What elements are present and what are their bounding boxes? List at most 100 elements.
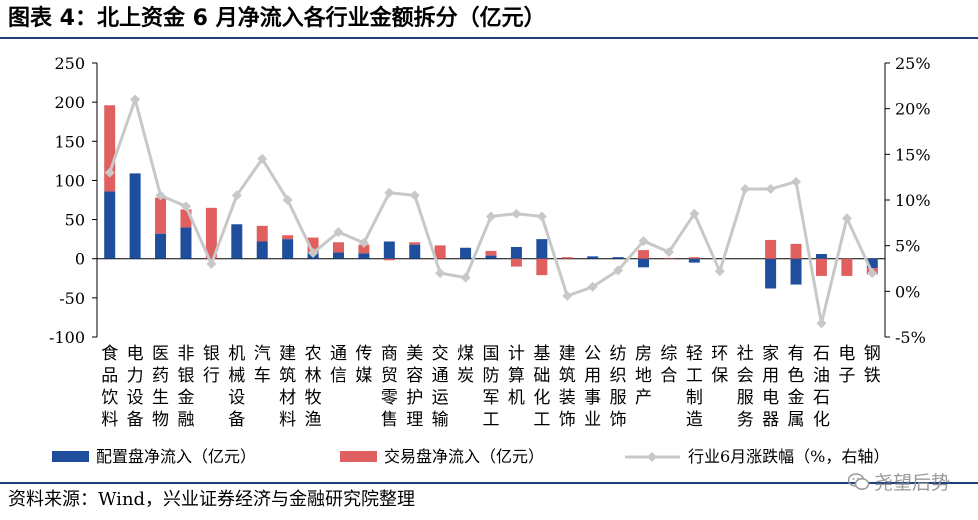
chart-bars	[104, 105, 878, 289]
category-char: 房	[635, 344, 652, 364]
change-marker	[689, 208, 700, 219]
change-marker	[257, 153, 268, 164]
right-tick-label: 5%	[895, 237, 920, 256]
change-marker	[282, 195, 293, 205]
right-tick-label: 20%	[895, 100, 931, 119]
trade-bar	[332, 242, 344, 253]
category-char: 设	[127, 388, 144, 408]
alloc-bar	[587, 256, 599, 259]
category-char: 综	[660, 344, 677, 364]
alloc-bar	[866, 258, 878, 269]
category-char: 社	[737, 344, 754, 364]
alloc-bar	[231, 224, 243, 259]
category-label: 房地产	[635, 344, 652, 408]
alloc-bar	[155, 233, 167, 259]
change-marker	[816, 318, 827, 329]
category-char: 物	[152, 410, 169, 430]
change-marker	[486, 211, 496, 222]
category-char: 品	[101, 366, 118, 386]
change-marker	[867, 268, 878, 279]
chart: -100 -50 0 50 100 150 200 250 -5% 0% 5% 10% 15% 20% 25…	[49, 54, 931, 466]
page-title: 图表 4：北上资金 6 月净流入各行业金额拆分（亿元）	[8, 6, 546, 31]
category-label: 通信	[330, 344, 347, 386]
legend-trade-label: 交易盘净流入（亿元）	[384, 447, 544, 466]
category-char: 银	[203, 344, 220, 364]
category-char: 用	[584, 366, 601, 386]
category-char: 地	[635, 366, 652, 386]
category-char: 保	[711, 366, 728, 386]
category-char: 业	[584, 410, 601, 430]
alloc-bar	[485, 255, 497, 259]
chart-legend: 配置盘净流入（亿元） 交易盘净流入（亿元） 行业6月涨跌幅（%，右轴）	[52, 447, 889, 466]
category-char: 备	[127, 410, 144, 430]
category-char: 油	[813, 366, 830, 386]
watermark-text: 尧望后势	[873, 472, 950, 494]
change-marker	[180, 201, 191, 212]
category-char: 材	[279, 388, 296, 408]
category-char: 织	[610, 366, 627, 386]
trade-bar	[155, 197, 167, 234]
category-char: 林	[305, 366, 322, 386]
category-char: 基	[533, 344, 550, 364]
alloc-bar	[612, 257, 624, 259]
change-marker	[511, 208, 522, 219]
trade-bar	[383, 258, 395, 261]
category-char: 媒	[355, 366, 372, 386]
trade-bar	[307, 237, 319, 253]
category-char: 融	[177, 410, 194, 430]
trade-bar	[815, 258, 827, 276]
category-char: 建	[559, 344, 576, 364]
category-char: 装	[559, 388, 576, 408]
category-char: 子	[838, 366, 855, 386]
category-char: 非	[177, 344, 194, 364]
title-divider	[0, 37, 978, 39]
change-marker	[435, 268, 446, 279]
alloc-bar	[510, 246, 522, 259]
change-marker	[206, 258, 217, 269]
category-char: 机	[508, 388, 525, 408]
category-char: 美	[406, 344, 423, 364]
change-marker	[358, 237, 369, 248]
category-char: 汽	[254, 344, 271, 364]
left-tick-label: 250	[54, 54, 85, 73]
category-char: 纺	[610, 344, 627, 364]
category-char: 造	[686, 410, 703, 430]
category-char: 交	[432, 344, 449, 364]
trade-bar	[434, 245, 446, 259]
category-char: 理	[406, 410, 423, 430]
category-char: 渔	[305, 410, 322, 430]
alloc-bar	[688, 258, 700, 263]
category-char: 生	[152, 388, 169, 408]
category-char: 化	[533, 388, 550, 408]
category-char: 电	[762, 388, 779, 408]
category-char: 计	[508, 344, 525, 364]
alloc-bar	[129, 173, 141, 259]
left-tick-label: 0	[75, 250, 85, 269]
category-char: 筑	[279, 366, 296, 386]
legend-line-marker	[647, 452, 657, 462]
alloc-bar	[536, 239, 548, 259]
category-char: 服	[737, 388, 754, 408]
change-marker	[231, 190, 242, 201]
category-char: 钢	[864, 344, 881, 364]
right-tick-label: 10%	[895, 191, 931, 210]
left-tick-label: 100	[54, 171, 85, 190]
category-char: 行	[203, 366, 220, 386]
category-char: 信	[330, 366, 347, 386]
category-char: 机	[228, 344, 245, 364]
left-tick-label: -100	[49, 328, 85, 347]
alloc-bar	[460, 247, 472, 259]
source-divider	[0, 482, 978, 484]
change-marker	[740, 184, 751, 195]
change-marker	[613, 265, 624, 276]
category-label: 环保	[711, 344, 728, 386]
category-char: 器	[762, 410, 779, 430]
category-char: 金	[177, 388, 194, 408]
category-label: 银行	[203, 344, 220, 386]
category-char: 用	[762, 366, 779, 386]
